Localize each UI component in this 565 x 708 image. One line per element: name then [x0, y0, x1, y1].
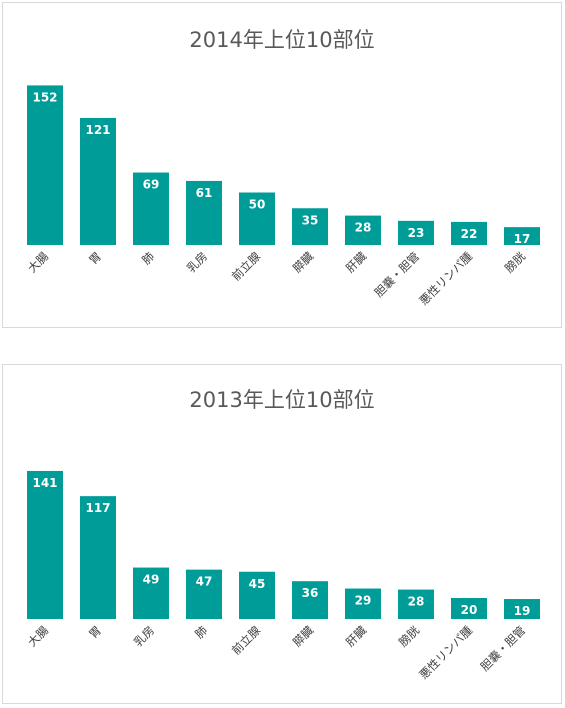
- category-label: 膵臓: [290, 249, 317, 276]
- category-label: 胆嚢・胆管: [478, 623, 529, 674]
- bars-group: 152 121 69 61 50 35 28 23 22 17: [27, 85, 540, 246]
- category-label: 膀胱: [502, 249, 529, 276]
- data-label: 49: [143, 573, 160, 587]
- bar: [451, 598, 487, 619]
- bar: [239, 571, 275, 619]
- category-label: 前立腺: [229, 249, 264, 284]
- data-label: 22: [461, 227, 478, 241]
- data-label: 141: [32, 476, 57, 490]
- bar: [133, 567, 169, 619]
- category-label: 悪性リンパ腫: [416, 623, 475, 682]
- data-label: 69: [143, 178, 160, 192]
- bar-chart-2013: 2013年上位10部位 141 117 49 47 45 36 29 28 20 19 大腸 胃 乳房 肺…: [25, 388, 540, 682]
- bar: [80, 117, 116, 245]
- bars-group: 141 117 49 47 45 36 29 28 20 19: [27, 470, 540, 619]
- chart-title: 2013年上位10部位: [189, 388, 374, 412]
- category-label: 肝臓: [343, 249, 370, 276]
- data-label: 152: [32, 90, 57, 104]
- data-label: 23: [408, 226, 425, 240]
- bar: [27, 85, 63, 246]
- category-label: 胃: [86, 623, 104, 641]
- data-label: 29: [355, 594, 372, 608]
- data-label: 17: [514, 232, 531, 246]
- data-label: 35: [302, 213, 319, 227]
- data-label: 28: [355, 221, 372, 235]
- data-label: 50: [249, 198, 266, 212]
- data-label: 47: [196, 575, 213, 589]
- category-label: 大腸: [25, 249, 52, 276]
- data-label: 45: [249, 577, 266, 591]
- bar: [504, 599, 540, 619]
- chart-panel-2014: 2014年上位10部位 152 121 69 61 50 35 28 23 22 17 大腸 胃 肺 乳房…: [2, 2, 562, 328]
- bar: [133, 172, 169, 245]
- category-label: 肝臓: [343, 623, 370, 650]
- data-label: 28: [408, 595, 425, 609]
- data-label: 20: [461, 603, 478, 617]
- chart-panel-2013: 2013年上位10部位 141 117 49 47 45 36 29 28 20 19 大腸 胃 乳房 肺…: [2, 364, 562, 704]
- bar: [504, 227, 540, 245]
- category-label: 乳房: [131, 623, 157, 649]
- bar: [345, 588, 381, 619]
- category-label: 胆嚢・胆管: [372, 249, 423, 300]
- bar: [186, 569, 222, 619]
- data-label: 121: [85, 123, 110, 137]
- category-label: 肺: [139, 249, 157, 267]
- category-label: 膀胱: [396, 623, 423, 650]
- bar: [80, 496, 116, 619]
- bar: [451, 221, 487, 245]
- category-label: 前立腺: [229, 623, 264, 658]
- category-label: 悪性リンパ腫: [416, 249, 475, 308]
- bar: [398, 589, 434, 619]
- category-label: 大腸: [25, 623, 52, 650]
- bar: [398, 220, 434, 245]
- category-label: 膵臓: [290, 623, 317, 650]
- data-label: 61: [196, 186, 213, 200]
- bar-chart-2014: 2014年上位10部位 152 121 69 61 50 35 28 23 22 17 大腸 胃 肺 乳房…: [25, 28, 540, 308]
- bar: [239, 192, 275, 245]
- bar: [186, 180, 222, 245]
- bar: [27, 470, 63, 619]
- category-label: 肺: [192, 623, 210, 641]
- data-label: 19: [514, 604, 531, 618]
- data-label: 117: [85, 501, 110, 515]
- data-label: 36: [302, 586, 319, 600]
- category-label: 胃: [86, 249, 104, 267]
- category-label: 乳房: [184, 249, 210, 275]
- bar: [345, 215, 381, 245]
- bar: [292, 581, 328, 619]
- bar: [292, 208, 328, 245]
- chart-title: 2014年上位10部位: [189, 28, 374, 52]
